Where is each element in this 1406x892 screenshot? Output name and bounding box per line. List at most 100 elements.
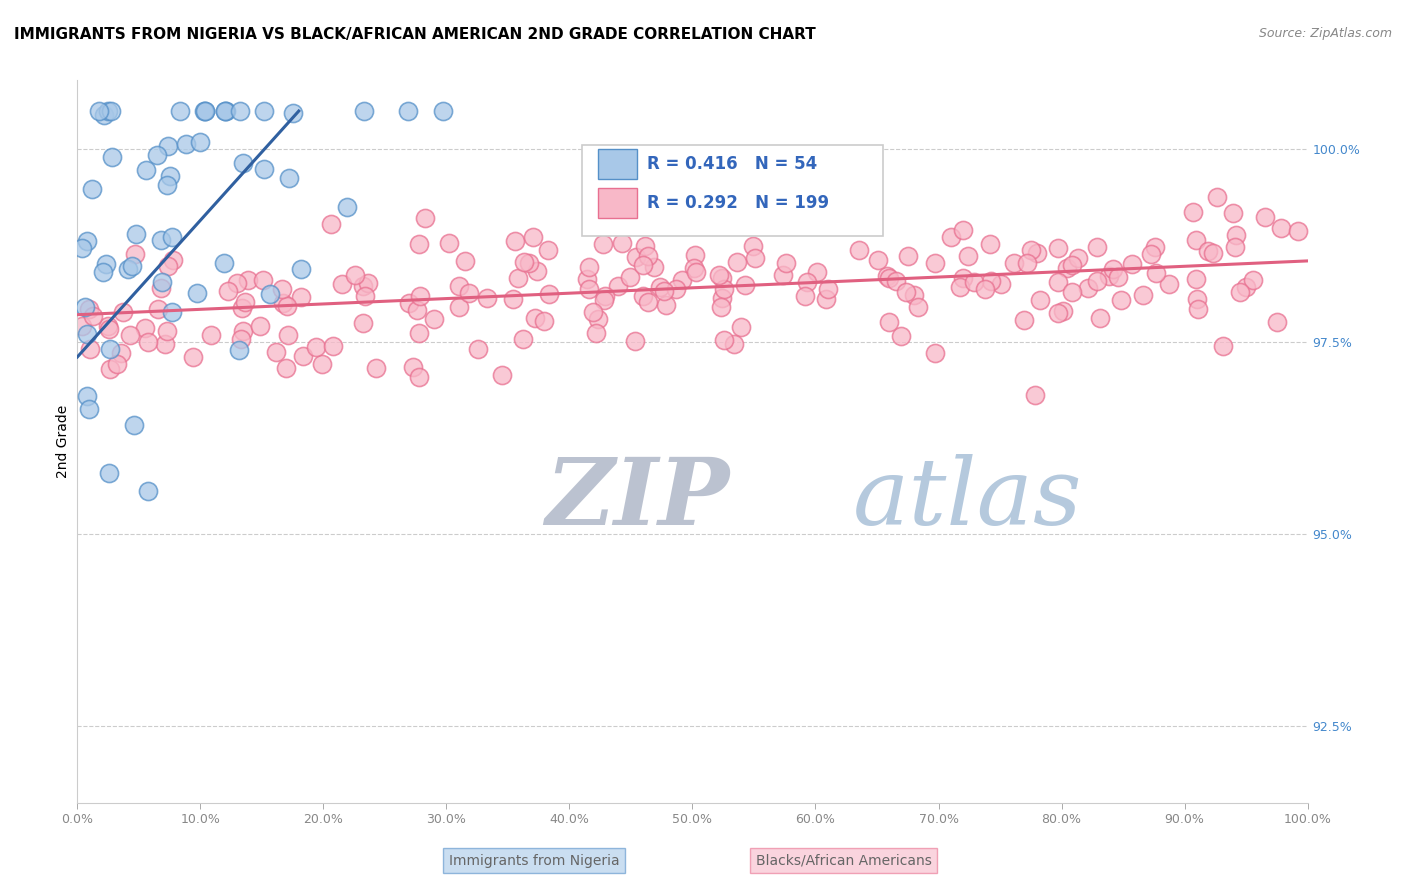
Point (193, 103, 215, 118)
Point (877, 271, 900, 285)
Point (454, 254, 477, 268)
Point (897, 249, 920, 263)
Point (806, 264, 828, 278)
Point (1159, 277, 1181, 292)
Point (1185, 272, 1208, 286)
Point (713, 333, 735, 347)
Point (188, 135, 211, 149)
Point (1229, 285, 1251, 299)
Point (775, 255, 797, 269)
Point (276, 299, 298, 313)
Point (214, 103, 236, 118)
Point (907, 300, 929, 314)
Point (503, 234, 526, 248)
Point (305, 340, 328, 354)
Point (336, 201, 359, 215)
Point (1052, 304, 1074, 318)
Point (1077, 281, 1099, 295)
Point (181, 350, 204, 364)
Point (772, 268, 794, 282)
Point (366, 360, 388, 375)
Point (77, 301, 100, 316)
Point (796, 275, 818, 289)
Point (402, 360, 425, 375)
Point (290, 290, 312, 304)
Point (160, 305, 183, 319)
Point (1222, 205, 1244, 219)
Point (952, 223, 974, 237)
Point (159, 169, 181, 183)
Point (502, 292, 524, 306)
Point (467, 342, 489, 356)
Point (980, 275, 1002, 289)
Point (200, 327, 222, 342)
Point (624, 334, 647, 348)
Point (1201, 246, 1223, 260)
Point (491, 368, 513, 382)
Point (522, 230, 544, 244)
Point (725, 255, 748, 269)
Point (903, 288, 925, 302)
Point (98, 342, 121, 356)
Text: Source: ZipAtlas.com: Source: ZipAtlas.com (1258, 27, 1392, 40)
Point (588, 311, 610, 326)
Point (734, 278, 756, 293)
Point (112, 305, 135, 319)
Point (876, 269, 898, 284)
Point (1060, 285, 1083, 299)
Point (98, 361, 121, 376)
Point (232, 324, 254, 338)
Point (890, 329, 912, 343)
Point (156, 139, 179, 153)
Y-axis label: 2nd Grade: 2nd Grade (56, 405, 70, 478)
Point (233, 295, 256, 310)
Point (253, 161, 276, 176)
Text: IMMIGRANTS FROM NIGERIA VS BLACK/AFRICAN AMERICAN 2ND GRADE CORRELATION CHART: IMMIGRANTS FROM NIGERIA VS BLACK/AFRICAN… (14, 27, 815, 42)
Point (1097, 268, 1119, 283)
Point (352, 279, 374, 293)
Point (848, 243, 870, 257)
Point (321, 217, 343, 231)
Point (432, 103, 454, 118)
Point (578, 282, 600, 296)
Point (266, 345, 288, 359)
Point (575, 272, 598, 286)
Point (124, 247, 146, 261)
Point (709, 268, 731, 282)
Point (806, 202, 828, 216)
Point (623, 218, 645, 232)
Point (249, 319, 271, 334)
Point (1107, 270, 1129, 285)
Point (1225, 228, 1247, 243)
Point (70, 318, 93, 333)
Point (634, 239, 657, 253)
Point (160, 230, 183, 244)
Point (94, 257, 117, 271)
Point (87, 103, 110, 118)
Text: R = 0.416   N = 54: R = 0.416 N = 54 (647, 155, 817, 173)
Point (793, 289, 815, 303)
Point (1185, 233, 1208, 247)
Point (422, 312, 444, 326)
Point (226, 277, 249, 291)
Point (1002, 256, 1025, 270)
Point (408, 237, 430, 252)
Point (1012, 313, 1035, 327)
Point (229, 332, 252, 346)
Point (990, 277, 1012, 291)
Point (415, 211, 437, 226)
Point (252, 273, 274, 287)
Point (156, 324, 179, 338)
Point (353, 103, 375, 118)
Point (1029, 293, 1052, 307)
Point (637, 249, 659, 263)
Text: Blacks/African Americans: Blacks/African Americans (755, 854, 932, 868)
Point (98, 322, 121, 336)
Point (352, 316, 374, 330)
Point (894, 285, 917, 300)
Point (1270, 221, 1292, 235)
Point (398, 296, 420, 310)
Point (76, 389, 98, 403)
Point (924, 346, 946, 360)
Point (409, 288, 432, 302)
